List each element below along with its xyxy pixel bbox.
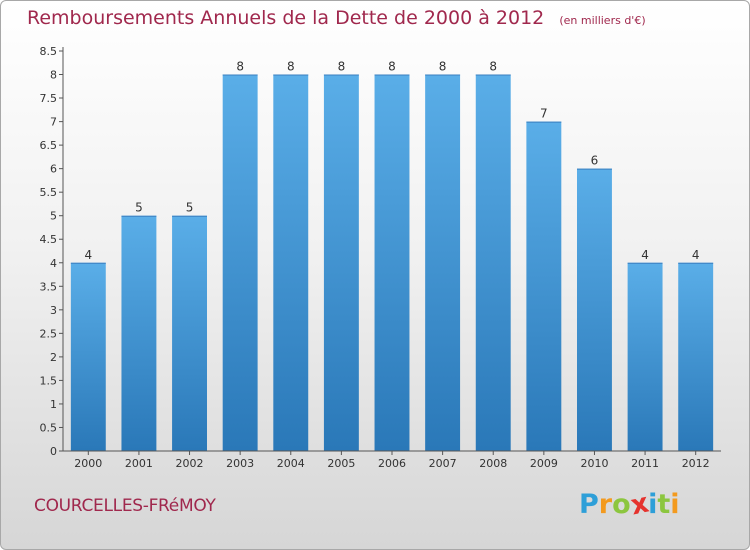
- y-tick-label: 7.5: [40, 92, 58, 105]
- data-label-2006: 8: [388, 60, 396, 74]
- data-label-2010: 6: [591, 154, 599, 168]
- axes-layer: 0 0.5 1 1.5 2 2.5 3 3.5 4 4.5 5 5.5 6 6.5 7 7.5 8 8.5 2000…: [40, 45, 721, 470]
- bar-2011: [627, 262, 663, 451]
- commune-name: COURCELLES-FRéMOY: [34, 496, 216, 516]
- data-label-2000: 4: [84, 248, 92, 262]
- proxiti-logo: Proxiti: [579, 488, 680, 522]
- bar-2003: [222, 74, 258, 451]
- x-tick-label-2005: 2005: [327, 457, 355, 470]
- x-tick-label-2006: 2006: [378, 457, 406, 470]
- x-tick-label-2010: 2010: [580, 457, 608, 470]
- y-tick-label: 4: [50, 257, 57, 270]
- bar-2005: [323, 74, 359, 451]
- x-tick-label-2009: 2009: [530, 457, 558, 470]
- data-label-2009: 7: [540, 107, 548, 121]
- data-label-2012: 4: [692, 248, 700, 262]
- proxiti-logo-letter: i: [670, 489, 680, 520]
- data-label-2011: 4: [641, 248, 649, 262]
- proxiti-logo-letter: o: [612, 489, 631, 520]
- x-tick-label-2012: 2012: [682, 457, 710, 470]
- y-tick-label: 3: [50, 304, 57, 317]
- chart-subtitle: (en milliers d'€): [559, 14, 646, 27]
- y-tick-label: 0: [50, 445, 57, 458]
- y-tick-label: 0.5: [40, 421, 58, 434]
- y-tick-label: 7: [50, 116, 57, 129]
- x-tick-label-2004: 2004: [277, 457, 305, 470]
- x-tick-label-2003: 2003: [226, 457, 254, 470]
- x-tick-label-2000: 2000: [74, 457, 102, 470]
- bar-2000: [70, 262, 106, 451]
- data-label-2001: 5: [135, 201, 143, 215]
- y-tick-label: 8: [50, 69, 57, 82]
- x-tick-label-2007: 2007: [429, 457, 457, 470]
- bar-2012: [678, 262, 714, 451]
- data-label-2005: 8: [338, 60, 346, 74]
- y-tick-label: 4.5: [40, 233, 58, 246]
- bar-2004: [273, 74, 309, 451]
- y-tick-label: 2.5: [40, 327, 58, 340]
- bar-2010: [576, 168, 612, 451]
- x-tick-label-2001: 2001: [125, 457, 153, 470]
- data-label-2002: 5: [186, 201, 194, 215]
- bar-2006: [374, 74, 410, 451]
- proxiti-logo-letter: r: [598, 489, 613, 520]
- chart-title: Remboursements Annuels de la Dette de 20…: [27, 7, 545, 29]
- y-tick-label: 6: [50, 163, 57, 176]
- title-row: Remboursements Annuels de la Dette de 20…: [27, 7, 646, 29]
- bar-2009: [526, 121, 562, 452]
- y-tick-label: 2: [50, 351, 57, 364]
- y-tick-label: 5: [50, 210, 57, 223]
- x-tick-label-2011: 2011: [631, 457, 659, 470]
- data-label-2003: 8: [236, 60, 244, 74]
- data-label-2004: 8: [287, 60, 295, 74]
- y-tick-label: 1: [50, 398, 57, 411]
- data-label-2007: 8: [439, 60, 447, 74]
- data-label-2008: 8: [489, 60, 497, 74]
- proxiti-logo-letter: t: [657, 489, 671, 520]
- bar-2002: [172, 215, 208, 451]
- y-tick-label: 6.5: [40, 139, 58, 152]
- y-tick-label: 8.5: [40, 45, 58, 58]
- x-tick-label-2002: 2002: [176, 457, 204, 470]
- y-tick-label: 3.5: [40, 280, 58, 293]
- x-tick-label-2008: 2008: [479, 457, 507, 470]
- labels-layer: 4 5 5 8 8 8 8 8 8 7 6 4 4: [84, 60, 699, 262]
- bar-2001: [121, 215, 157, 451]
- bar-2007: [425, 74, 461, 451]
- y-tick-label: 1.5: [40, 374, 58, 387]
- proxiti-logo-letter: i: [648, 489, 658, 520]
- bars-layer: [70, 74, 714, 452]
- bar-2008: [475, 74, 511, 451]
- proxiti-logo-letter: P: [579, 489, 599, 520]
- y-tick-label: 5.5: [40, 186, 58, 199]
